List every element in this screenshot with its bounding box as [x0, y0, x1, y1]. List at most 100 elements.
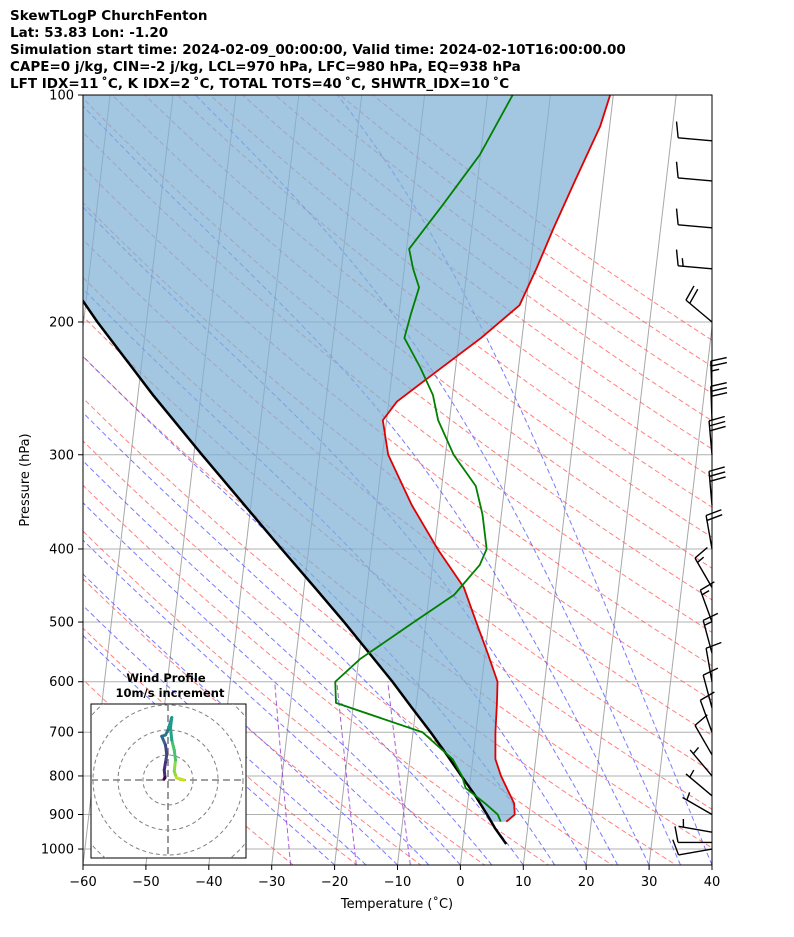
- wind-barb: [674, 826, 712, 844]
- moist-adiabat: [83, 460, 493, 865]
- moist-adiabat: [83, 502, 461, 865]
- barb-flag: [694, 546, 708, 559]
- hodograph-subtitle: 10m/s increment: [116, 686, 225, 700]
- x-axis-label: Temperature (˚C): [340, 896, 453, 912]
- barb-flag: [706, 514, 723, 522]
- barb-staff: [689, 749, 713, 777]
- y-tick-label: 400: [49, 542, 74, 557]
- barb-half-flag: [704, 621, 713, 626]
- dry-adiabat: [83, 202, 712, 701]
- dry-adiabat: [83, 578, 422, 865]
- wind-barb: [705, 509, 723, 550]
- y-tick-label: 1000: [41, 843, 74, 858]
- moist-adiabat: [83, 634, 335, 865]
- dry-adiabat: [83, 131, 712, 633]
- barb-half-flag: [697, 556, 705, 563]
- hodograph-segment: [160, 734, 167, 747]
- moist-adiabat: [195, 95, 682, 865]
- wind-barb: [678, 819, 713, 833]
- indices-line-2: LFT IDX=11 ˚C, K IDX=2 ˚C, TOTAL TOTS=40…: [10, 76, 510, 92]
- barb-flag: [705, 641, 722, 649]
- y-tick-label: 200: [49, 315, 74, 330]
- isotherm: [711, 860, 712, 865]
- dry-adiabat: [144, 95, 712, 538]
- dry-adiabat: [242, 95, 712, 450]
- x-tick-label: −50: [132, 875, 159, 890]
- hodograph-title: Wind Profile: [126, 671, 206, 685]
- hodograph: Wind Profile 10m/s increment: [90, 671, 247, 859]
- barb-staff: [705, 515, 713, 550]
- x-tick-label: 30: [641, 875, 658, 890]
- dewpoint-line: [334, 95, 514, 823]
- moist-adiabat: [83, 573, 398, 865]
- wind-barb: [675, 249, 713, 270]
- barb-flag: [711, 392, 728, 397]
- isotherm: [648, 322, 712, 865]
- y-tick-label: 500: [49, 616, 74, 631]
- times-line: Simulation start time: 2024-02-09_00:00:…: [10, 42, 626, 58]
- barb-staff: [678, 224, 713, 229]
- mixing-ratio-line: [387, 681, 411, 865]
- y-axis-label: Pressure (hPa): [18, 433, 33, 526]
- chart-title-block: SkewTLogP ChurchFenton Lat: 53.83 Lon: -…: [10, 8, 626, 93]
- wind-barb: [675, 121, 713, 142]
- cape-fill: [83, 95, 611, 822]
- barb-staff: [685, 299, 713, 323]
- barb-flag: [672, 839, 680, 856]
- barb-flag: [674, 826, 679, 843]
- wind-barb: [685, 769, 713, 797]
- hodograph-segment: [169, 726, 174, 742]
- barb-flag: [710, 356, 727, 362]
- barb-flag: [675, 208, 679, 225]
- wind-barb: [694, 546, 713, 588]
- y-tick-label: 700: [49, 726, 74, 741]
- moist-adiabat: [83, 539, 430, 865]
- barb-flag: [710, 382, 727, 387]
- dry-adiabat: [209, 95, 712, 479]
- hodograph-segment: [164, 743, 169, 757]
- wind-barb: [710, 382, 728, 421]
- barb-half-flag: [681, 258, 684, 267]
- wind-barb: [675, 161, 713, 182]
- barb-flag: [710, 361, 728, 367]
- barb-staff: [699, 589, 713, 623]
- moist-adiabat: [83, 411, 524, 865]
- wind-barbs: [672, 121, 728, 856]
- barb-staff: [678, 848, 713, 856]
- barb-staff: [678, 137, 713, 142]
- barb-flag: [685, 285, 695, 301]
- hodograph-segment: [166, 716, 174, 732]
- moist-adiabat: [337, 95, 712, 865]
- barb-half-flag: [689, 769, 695, 778]
- y-tick-label: 300: [49, 448, 74, 463]
- y-tick-label: 100: [49, 89, 74, 104]
- barb-flag: [705, 509, 722, 517]
- barb-staff: [682, 796, 713, 816]
- barb-flag: [689, 288, 699, 304]
- isotherm: [522, 95, 614, 865]
- barb-flag: [708, 466, 725, 473]
- wind-barb: [694, 714, 713, 756]
- isotherm: [585, 95, 677, 865]
- wind-barb: [685, 285, 713, 323]
- mixing-ratio-line: [336, 681, 357, 865]
- profiles: [83, 95, 612, 845]
- dry-adiabat: [83, 440, 614, 865]
- barb-staff: [694, 725, 713, 756]
- barb-staff: [685, 773, 713, 797]
- wind-barb: [689, 746, 713, 777]
- barb-flag: [694, 714, 708, 726]
- wind-barb: [675, 208, 713, 229]
- barb-staff: [699, 700, 713, 733]
- barb-staff: [702, 620, 713, 654]
- barb-staff: [694, 557, 713, 588]
- isotherm: [775, 95, 794, 865]
- chart-title: SkewTLogP ChurchFenton: [10, 8, 208, 24]
- dry-adiabat: [83, 530, 486, 865]
- barb-staff: [705, 648, 713, 682]
- hodograph-segment: [162, 776, 167, 781]
- barb-staff: [678, 265, 713, 270]
- x-tick-label: −10: [384, 875, 411, 890]
- x-tick-label: −30: [258, 875, 285, 890]
